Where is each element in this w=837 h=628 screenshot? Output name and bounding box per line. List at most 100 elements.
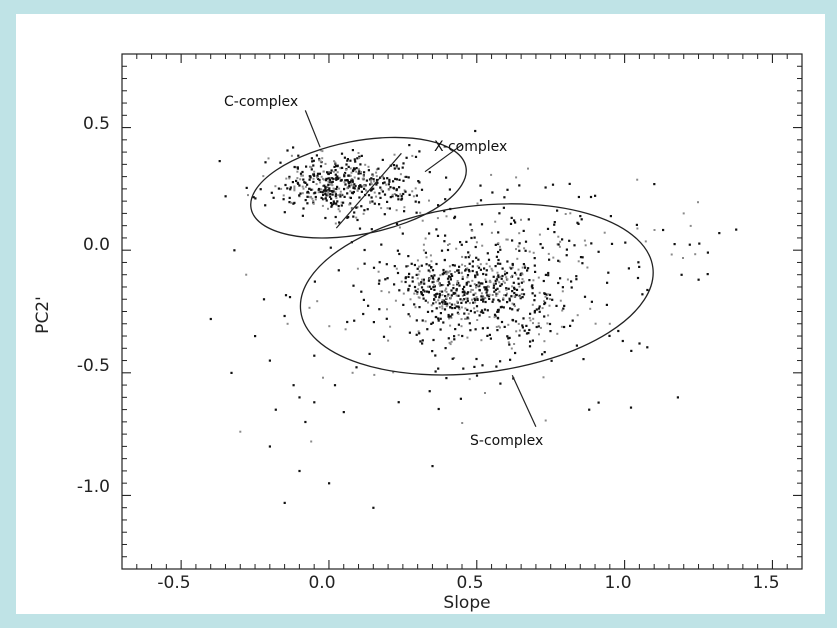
data-point <box>314 198 317 201</box>
data-point <box>377 167 380 170</box>
data-point <box>292 384 295 387</box>
data-point <box>518 329 521 332</box>
data-point <box>568 239 571 242</box>
data-point <box>453 306 457 310</box>
data-point <box>401 166 404 169</box>
data-point <box>372 266 376 269</box>
data-point <box>441 307 444 310</box>
data-point <box>437 204 440 207</box>
data-point <box>491 300 494 303</box>
data-point <box>482 272 485 276</box>
data-point <box>548 258 551 261</box>
data-point <box>416 259 419 262</box>
data-point <box>461 288 465 291</box>
data-point <box>349 174 352 177</box>
data-point <box>233 249 236 252</box>
data-point <box>308 187 311 190</box>
data-point <box>363 209 366 212</box>
data-point <box>497 274 500 277</box>
data-point <box>316 176 318 179</box>
data-point <box>443 210 446 213</box>
data-point <box>347 174 350 177</box>
data-point <box>340 204 343 207</box>
data-point <box>357 152 360 154</box>
data-point <box>382 335 386 338</box>
data-point <box>420 282 423 285</box>
data-point <box>548 322 552 326</box>
data-point <box>533 264 536 267</box>
data-point <box>427 269 430 272</box>
data-point <box>511 266 514 269</box>
data-point <box>422 249 425 252</box>
data-point <box>465 268 468 271</box>
data-point <box>324 187 327 190</box>
data-point <box>448 302 451 305</box>
data-point <box>441 305 444 308</box>
data-point <box>505 238 508 241</box>
data-point <box>450 294 453 297</box>
data-point <box>465 297 468 300</box>
data-point <box>393 265 396 268</box>
data-point <box>499 382 502 385</box>
data-point <box>496 271 499 274</box>
data-point <box>416 267 419 270</box>
data-point <box>325 199 328 202</box>
data-point <box>308 178 311 181</box>
data-point <box>689 224 692 227</box>
data-point <box>313 170 316 173</box>
data-point <box>328 325 331 328</box>
data-point <box>355 206 358 209</box>
data-point <box>453 216 456 220</box>
data-point <box>476 202 479 205</box>
data-point <box>373 191 376 194</box>
data-point <box>422 281 425 284</box>
data-point <box>349 181 352 184</box>
data-point <box>340 178 343 182</box>
data-point <box>426 310 430 313</box>
y-tick-label: 0.0 <box>83 235 110 255</box>
data-point <box>420 188 424 191</box>
data-point <box>428 264 431 267</box>
data-point <box>403 189 406 192</box>
data-point <box>239 430 242 433</box>
data-point <box>447 293 450 296</box>
data-point <box>357 168 360 171</box>
data-point <box>499 248 502 251</box>
data-point <box>485 269 488 272</box>
data-point <box>518 285 521 288</box>
data-point <box>397 198 400 201</box>
data-point <box>511 262 514 266</box>
data-point <box>371 200 374 203</box>
data-point <box>500 277 503 280</box>
data-point <box>388 178 391 181</box>
data-point <box>337 208 340 211</box>
data-point <box>581 256 584 259</box>
data-point <box>293 189 296 192</box>
data-point <box>417 288 420 291</box>
data-point <box>363 262 366 265</box>
data-point <box>597 401 600 404</box>
data-point <box>465 281 468 284</box>
y-axis-label: PC2' <box>33 296 53 334</box>
axis-ticks <box>121 53 803 570</box>
data-point <box>453 338 456 341</box>
data-point <box>474 276 477 279</box>
data-point <box>404 190 407 193</box>
data-point <box>345 179 349 182</box>
data-point <box>473 365 476 368</box>
data-point <box>310 157 313 160</box>
data-point <box>547 252 550 255</box>
data-point <box>347 181 350 184</box>
data-point <box>312 201 315 204</box>
data-point <box>477 258 480 261</box>
data-point <box>468 322 471 325</box>
data-point <box>503 196 506 199</box>
data-point <box>360 171 363 173</box>
data-point <box>320 175 323 178</box>
data-point <box>424 299 427 302</box>
data-point <box>417 330 420 333</box>
data-point <box>694 253 697 256</box>
data-point <box>379 196 382 199</box>
data-point <box>460 243 463 246</box>
data-point <box>414 200 417 203</box>
